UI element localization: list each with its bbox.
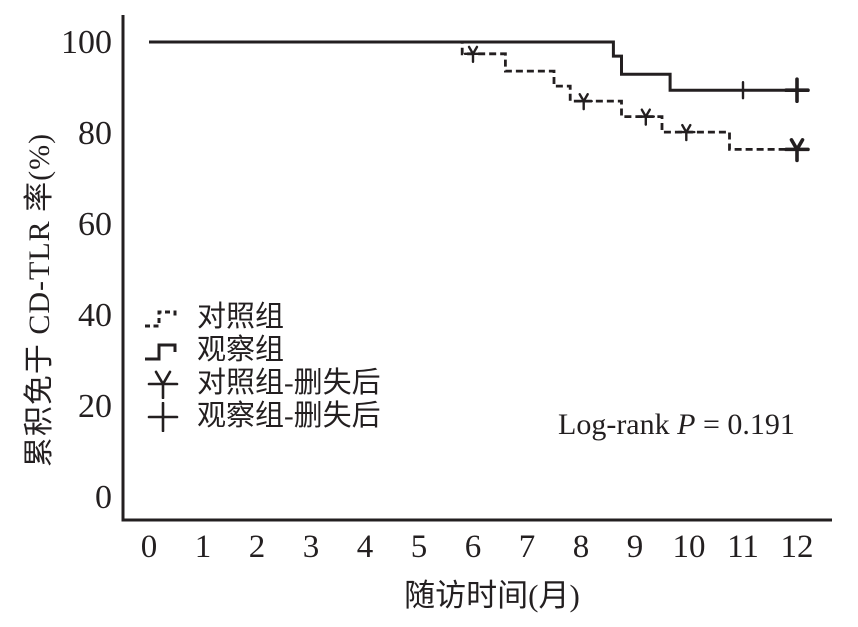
observation-censor-markers <box>733 77 810 104</box>
legend-item-label: 观察组-删失后 <box>197 400 381 432</box>
y-axis-title: 累积免于 CD-TLR 率(%) <box>23 132 56 468</box>
legend-item-2: 观察组 <box>142 334 381 367</box>
y-tick-label: 40 <box>78 297 112 334</box>
legend-item-label: 对照组-删失后 <box>197 367 381 399</box>
star-censor-marker <box>636 108 655 126</box>
x-tick-label: 10 <box>673 529 706 565</box>
y-tick-label: 80 <box>78 115 112 152</box>
legend-item-4: 观察组-删失后 <box>142 400 381 433</box>
star-censor-marker <box>463 45 483 64</box>
dashed-step-symbol-icon <box>145 310 177 327</box>
x-tick-label: 9 <box>627 529 644 565</box>
legend: 对照组 观察组 对照组-删失后 观察组-删失后 <box>142 301 381 433</box>
axes <box>121 15 832 522</box>
x-tick-label: 8 <box>573 529 590 565</box>
x-tick-label: 5 <box>411 529 428 565</box>
axis-lines <box>121 15 832 522</box>
legend-item-label: 对照组 <box>197 301 285 333</box>
x-tick-label: 2 <box>249 529 266 565</box>
control-curve <box>149 40 800 151</box>
y-tick-labels: 0 20 40 60 80 100 <box>61 24 112 516</box>
x-tick-label: 12 <box>781 529 814 565</box>
observation-curve <box>149 40 800 92</box>
x-tick-label: 7 <box>519 529 536 565</box>
plus-symbol-icon <box>147 401 179 432</box>
y-tick-label: 60 <box>78 206 112 243</box>
x-tick-labels: 0 1 2 3 4 5 6 7 8 9 10 11 12 <box>141 529 814 565</box>
log-rank-p-symbol: P <box>677 408 696 441</box>
legend-item-label: 观察组 <box>197 334 285 366</box>
x-tick-label: 1 <box>195 529 212 565</box>
x-axis-title: 随访时间(月) <box>404 578 580 613</box>
plus-censor-marker <box>784 77 810 104</box>
x-tick-label: 3 <box>303 529 320 565</box>
solid-step-symbol-icon <box>145 343 177 360</box>
plus-censor-marker <box>733 81 753 100</box>
log-rank-prefix: Log-rank <box>558 408 678 441</box>
y-tick-label: 0 <box>95 479 112 516</box>
star-censor-marker <box>784 138 810 163</box>
x-tick-label: 6 <box>465 529 482 565</box>
y-tick-label: 100 <box>61 24 112 61</box>
legend-item-1: 对照组 <box>142 301 381 334</box>
x-tick-label: 4 <box>357 529 374 565</box>
star-censor-marker <box>574 93 593 111</box>
x-tick-label: 0 <box>141 529 158 565</box>
log-rank-annotation: Log-rank P = 0.191 <box>558 408 795 442</box>
y-tick-label: 20 <box>78 388 112 425</box>
log-rank-value: = 0.191 <box>695 408 795 441</box>
control-censor-markers <box>463 45 810 163</box>
x-tick-label: 11 <box>727 529 759 565</box>
star-censor-marker <box>677 123 696 142</box>
star-symbol-icon <box>147 370 179 399</box>
legend-item-3: 对照组-删失后 <box>142 367 381 400</box>
